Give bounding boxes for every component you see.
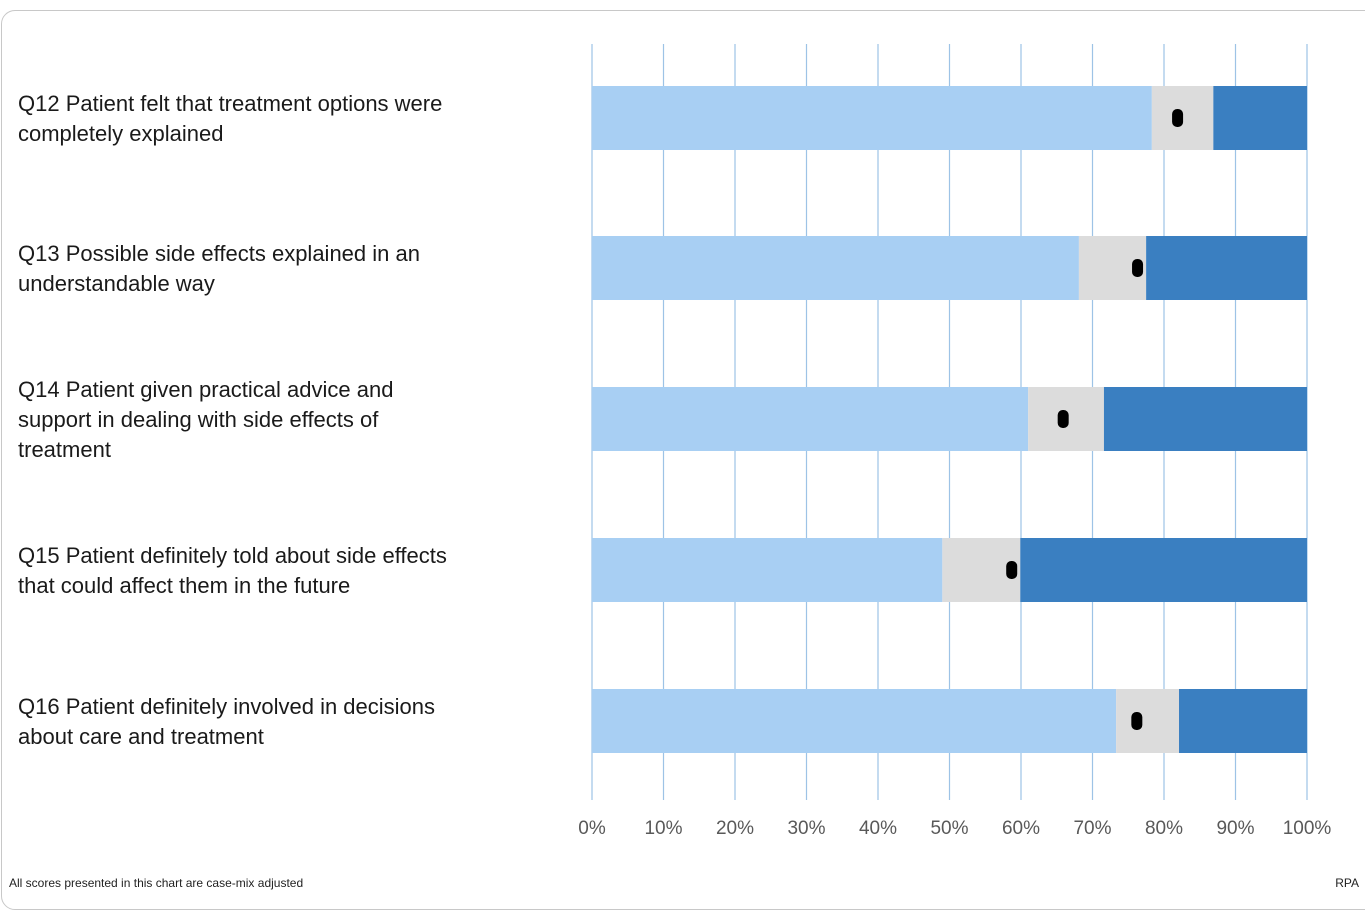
category-label: Q12 Patient felt that treatment options … — [18, 91, 442, 146]
score-marker — [1006, 561, 1018, 579]
category-label-line: Q16 Patient definitely involved in decis… — [18, 694, 435, 719]
x-tick-label: 80% — [1145, 818, 1183, 839]
score-marker — [1172, 109, 1184, 127]
category-label-line: about care and treatment — [18, 724, 264, 749]
x-tick-label: 0% — [578, 818, 606, 839]
x-tick-label: 60% — [1002, 818, 1040, 839]
bar-segment-1 — [592, 538, 943, 602]
bars — [592, 86, 1307, 753]
bar-segment-3 — [1213, 86, 1307, 150]
category-label: Q16 Patient definitely involved in decis… — [18, 694, 435, 749]
category-label-line: support in dealing with side effects of — [18, 407, 379, 432]
category-label: Q14 Patient given practical advice and su… — [18, 377, 393, 462]
category-label-line: treatment — [18, 437, 111, 462]
x-tick-label: 10% — [644, 818, 682, 839]
bar-segment-1 — [592, 689, 1117, 753]
category-label: Q13 Possible side effects explained in a… — [18, 241, 420, 296]
score-marker — [1131, 712, 1143, 730]
bar-segment-3 — [1179, 689, 1307, 753]
category-label-line: Q12 Patient felt that treatment options … — [18, 91, 442, 116]
bar-segment-1 — [592, 86, 1152, 150]
category-label-line: understandable way — [18, 271, 215, 296]
category-label: Q15 Patient definitely told about side e… — [18, 543, 447, 598]
category-label-line: Q14 Patient given practical advice and — [18, 377, 393, 402]
x-tick-label: 90% — [1216, 818, 1254, 839]
bar-segment-1 — [592, 236, 1079, 300]
bar-segment-3 — [1103, 387, 1307, 451]
footnote: All scores presented in this chart are c… — [9, 876, 304, 890]
bar-segment-3 — [1146, 236, 1307, 300]
category-label-line: Q13 Possible side effects explained in a… — [18, 241, 420, 266]
markers — [1006, 109, 1184, 730]
x-tick-label: 30% — [787, 818, 825, 839]
org-code: RPA — [1335, 876, 1359, 890]
bar-segment-2 — [1116, 689, 1180, 753]
x-tick-label: 20% — [716, 818, 754, 839]
x-tick-label: 50% — [930, 818, 968, 839]
x-tick-label: 70% — [1073, 818, 1111, 839]
category-label-line: that could affect them in the future — [18, 573, 350, 598]
score-marker — [1057, 410, 1069, 428]
x-axis-ticks: 0% 10% 20% 30% 40% 50% 60% 70% 80% 90% 100% — [578, 818, 1331, 839]
category-label-line: completely explained — [18, 121, 223, 146]
x-tick-label: 100% — [1283, 818, 1332, 839]
x-tick-label: 40% — [859, 818, 897, 839]
bar-segment-3 — [1020, 538, 1307, 602]
bar-segment-1 — [592, 387, 1029, 451]
category-label-line: Q15 Patient definitely told about side e… — [18, 543, 447, 568]
category-labels: Q12 Patient felt that treatment options … — [18, 91, 447, 749]
score-marker — [1132, 259, 1144, 277]
